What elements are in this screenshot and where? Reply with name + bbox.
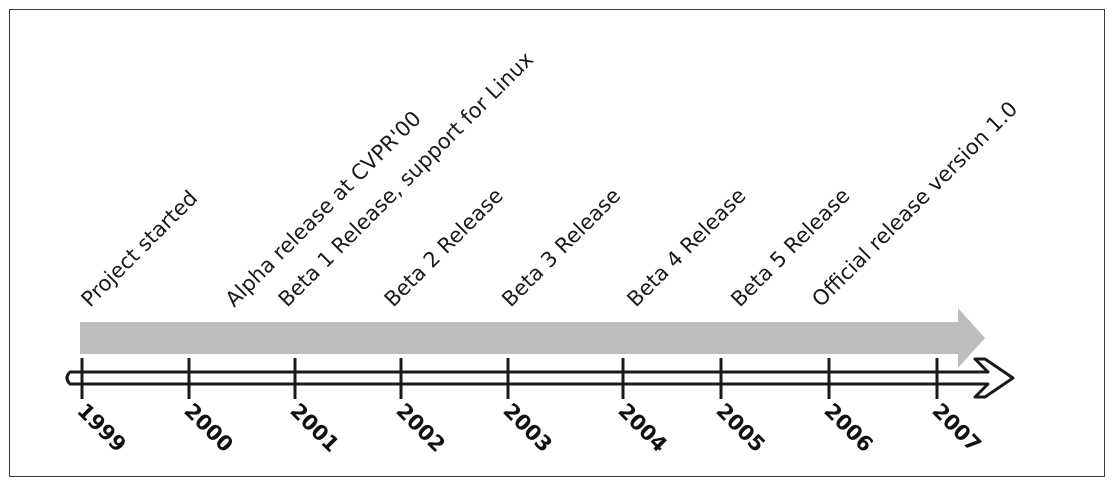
year-label-2001: 2001 (285, 399, 343, 457)
event-label-5: Beta 3 Release (497, 183, 625, 311)
event-labels: Project started Alpha release at CVPR'00B… (77, 47, 1023, 311)
timeline-axis (65, 357, 1015, 399)
year-ticks (80, 358, 939, 399)
year-label-2004: 2004 (613, 399, 671, 457)
event-label-1: Project started (77, 186, 203, 312)
progress-band (80, 308, 985, 368)
year-labels: 1999 2000 2001 2002 2003 2004 2005 2006 2007 (72, 399, 985, 457)
year-label-2000: 2000 (179, 399, 237, 457)
year-label-2007: 2007 (927, 399, 985, 457)
year-label-2003: 2003 (498, 399, 556, 457)
year-label-1999: 1999 (72, 399, 130, 457)
diagram-frame (9, 9, 1105, 477)
year-label-2002: 2002 (391, 399, 449, 457)
year-label-2005: 2005 (711, 399, 769, 457)
year-label-2006: 2006 (819, 399, 877, 457)
